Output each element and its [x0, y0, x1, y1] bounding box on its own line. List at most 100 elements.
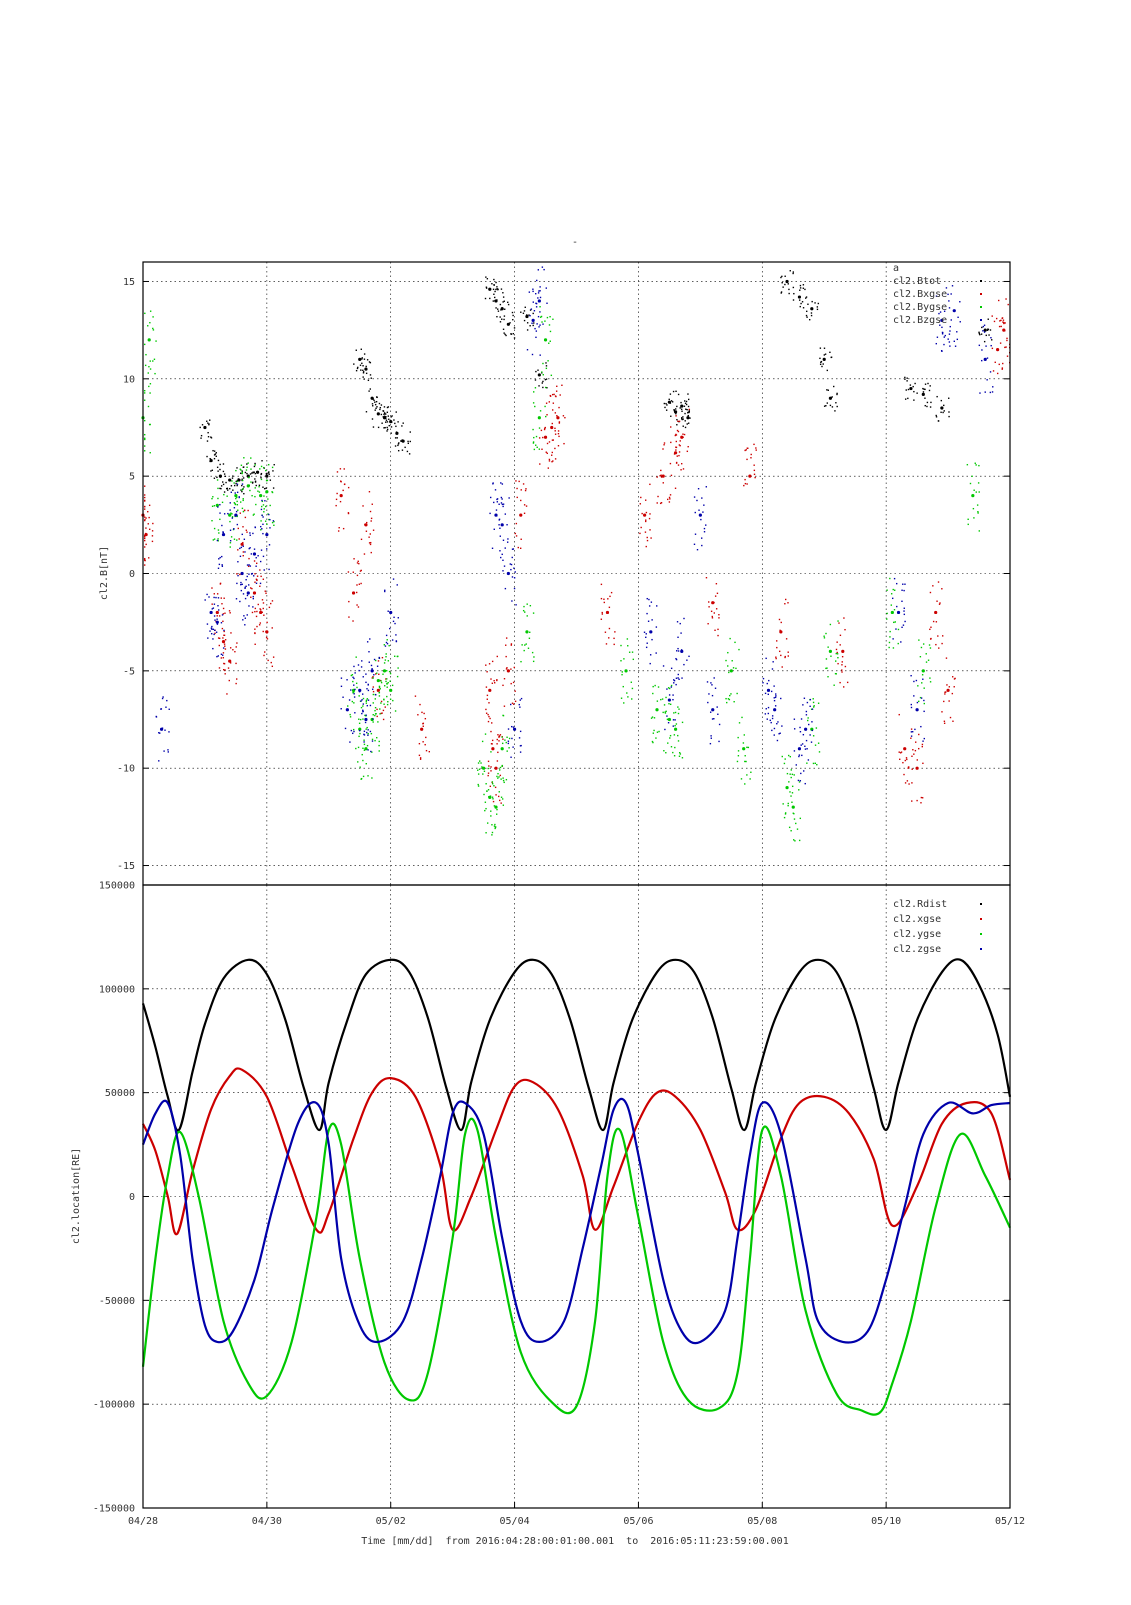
data-point — [222, 647, 225, 649]
data-point — [665, 710, 667, 713]
data-point — [825, 658, 828, 660]
data-point — [226, 693, 228, 695]
data-point — [770, 690, 773, 693]
data-point — [398, 442, 400, 444]
data-point — [799, 726, 801, 729]
data-point — [816, 306, 819, 308]
data-point — [799, 780, 802, 782]
data-point — [147, 523, 149, 525]
data-point — [729, 637, 731, 640]
data-point — [212, 449, 214, 452]
data-point — [844, 665, 847, 668]
data-point — [669, 498, 671, 500]
data-point — [374, 659, 377, 662]
data-point — [744, 760, 746, 763]
data-point — [918, 639, 920, 641]
panel2-y-axis-label: cl2.location[RE] — [71, 1148, 82, 1244]
data-point — [793, 292, 795, 295]
panel2-y-tick-label: -100000 — [93, 1400, 135, 1411]
data-point — [428, 750, 431, 753]
data-point — [923, 702, 926, 705]
data-point — [350, 674, 353, 677]
data-point — [496, 655, 498, 658]
data-point — [807, 303, 809, 305]
data-point — [242, 510, 245, 513]
data-point — [217, 597, 220, 599]
data-point — [903, 610, 905, 612]
data-point — [378, 686, 381, 689]
data-point — [365, 411, 368, 413]
data-point — [728, 698, 731, 701]
data-point — [744, 449, 746, 452]
data-point — [506, 667, 508, 669]
data-point — [370, 397, 373, 399]
data-point — [215, 503, 219, 507]
data-point — [952, 309, 956, 313]
data-point — [367, 729, 369, 731]
data-point — [200, 434, 203, 437]
data-point — [537, 369, 539, 371]
data-point — [374, 713, 377, 715]
data-point — [614, 631, 616, 633]
data-point — [523, 512, 526, 515]
data-point — [365, 530, 368, 532]
data-point — [977, 511, 979, 513]
data-point — [533, 322, 535, 324]
data-point — [727, 651, 729, 654]
data-point — [493, 785, 495, 787]
data-point — [483, 793, 485, 796]
data-point — [482, 773, 484, 775]
data-point — [244, 597, 247, 600]
data-point — [548, 458, 551, 461]
data-point — [365, 365, 367, 368]
data-point — [767, 712, 770, 715]
data-point — [677, 420, 679, 422]
data-point — [513, 327, 516, 329]
data-point — [838, 622, 840, 624]
data-point — [901, 600, 903, 602]
data-point — [996, 348, 1000, 352]
data-point — [923, 737, 925, 740]
data-point — [554, 427, 556, 430]
data-point — [504, 739, 506, 741]
data-point — [370, 551, 372, 554]
data-point — [265, 630, 267, 633]
data-point — [144, 532, 148, 537]
data-point — [708, 601, 710, 603]
data-point — [487, 760, 490, 763]
data-point — [256, 610, 258, 613]
data-point — [209, 460, 211, 463]
data-point — [938, 312, 940, 315]
data-point — [236, 582, 238, 585]
data-point — [628, 651, 631, 653]
data-point — [645, 636, 647, 639]
data-point — [253, 513, 255, 515]
data-point — [544, 405, 546, 408]
data-point — [358, 583, 361, 585]
data-point — [383, 670, 385, 672]
data-point — [938, 603, 941, 605]
data-point — [929, 677, 931, 679]
data-point — [386, 406, 389, 409]
data-point — [252, 575, 255, 577]
data-point — [982, 325, 985, 328]
data-point — [246, 466, 248, 469]
data-point — [989, 329, 992, 331]
data-point — [836, 653, 839, 655]
data-point — [241, 483, 244, 485]
data-point — [263, 654, 265, 657]
data-point — [149, 392, 151, 394]
data-point — [956, 338, 959, 341]
data-point — [922, 678, 924, 680]
data-point — [268, 513, 270, 516]
data-point — [559, 394, 561, 396]
data-point — [371, 503, 373, 505]
data-point — [485, 686, 488, 688]
data-point — [943, 404, 945, 407]
data-point — [272, 470, 274, 472]
data-point — [249, 489, 251, 492]
data-point — [235, 497, 237, 500]
data-point — [221, 501, 224, 504]
data-point — [675, 677, 678, 679]
data-point — [213, 615, 216, 617]
